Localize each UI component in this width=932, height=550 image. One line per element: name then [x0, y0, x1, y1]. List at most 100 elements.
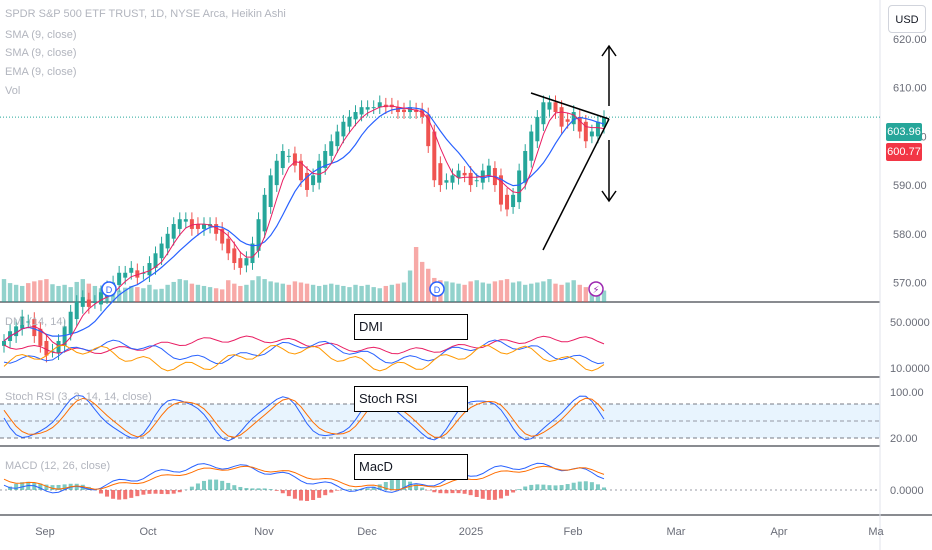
- macd-histogram-bar: [262, 488, 267, 490]
- dmi-pane-title[interactable]: DMI (14, 14): [5, 316, 67, 328]
- volume-bar: [219, 289, 225, 302]
- volume-bar: [547, 279, 552, 302]
- macd-histogram-bar: [141, 490, 146, 495]
- stoch-k-line: [3, 394, 605, 442]
- macd-histogram-bar: [123, 490, 128, 500]
- candle: [202, 224, 206, 229]
- volume-bar: [171, 281, 176, 302]
- volume-bar: [492, 281, 498, 302]
- pane-tick-label: 20.00: [890, 433, 918, 445]
- macd-histogram-bar: [377, 484, 382, 490]
- volume-bar: [395, 283, 401, 302]
- macd-histogram-bar: [44, 484, 49, 490]
- volume-bar: [250, 280, 255, 302]
- volume-bar: [165, 284, 170, 302]
- candle: [602, 117, 606, 127]
- arrow-up-head: [601, 44, 617, 57]
- last-price-tag: 603.96: [886, 123, 922, 141]
- volume-bar: [268, 281, 273, 302]
- pane-tick-label: 100.00: [890, 387, 924, 399]
- volume-bar: [377, 288, 382, 302]
- candle: [262, 194, 267, 232]
- price-axis: 570.00580.00590.00600.00610.00620.0050.0…: [890, 34, 930, 497]
- time-tick-label: Sep: [35, 526, 55, 538]
- arrow-down-head: [601, 190, 617, 203]
- volume-bar: [153, 289, 158, 302]
- pane-tick-label: 10.0000: [890, 363, 930, 375]
- candle: [432, 131, 437, 181]
- trend-line-upper: [530, 92, 610, 120]
- volume-bar: [474, 280, 479, 302]
- volume-bar: [147, 284, 152, 302]
- macd-histogram-bar: [280, 490, 285, 494]
- candle: [86, 299, 91, 307]
- lightning-icon: ⚡: [592, 285, 599, 296]
- volume-bar: [135, 287, 140, 302]
- indicator-sma-2[interactable]: SMA (9, close): [5, 47, 77, 59]
- macd-histogram-bar: [541, 484, 546, 490]
- volume-bar: [129, 285, 134, 302]
- volume-bar: [535, 282, 540, 302]
- candle: [244, 258, 249, 266]
- volume-bar: [7, 283, 13, 302]
- candle: [189, 219, 194, 229]
- indicator-panes: [0, 335, 880, 501]
- candle: [195, 224, 200, 229]
- currency-button[interactable]: USD: [888, 5, 926, 33]
- indicator-ema[interactable]: EMA (9, close): [5, 66, 77, 78]
- candle: [311, 175, 316, 186]
- volume-bar: [504, 279, 510, 302]
- stoch-annotation[interactable]: Stoch RSI: [354, 386, 468, 412]
- volume-bar: [498, 280, 504, 302]
- volume-bar: [450, 282, 455, 302]
- volume-bar: [419, 261, 425, 302]
- volume-bar: [516, 281, 522, 302]
- pane-tick-label: 0.0000: [890, 485, 924, 497]
- macd-histogram-bar: [529, 484, 534, 490]
- indicator-vol[interactable]: Vol: [5, 85, 21, 97]
- macd-histogram-bar: [486, 490, 491, 500]
- macd-histogram-bar: [595, 484, 600, 490]
- candle: [559, 107, 564, 127]
- candle: [232, 248, 237, 264]
- macd-pane-title[interactable]: MACD (12, 26, close): [5, 460, 111, 472]
- macd-histogram-bar: [208, 479, 213, 490]
- candle: [153, 253, 158, 268]
- dmi-annotation[interactable]: DMI: [354, 314, 468, 340]
- macd-histogram-bar: [414, 484, 419, 490]
- volume-bars: [1, 247, 607, 302]
- macd-histogram-bar: [20, 482, 25, 490]
- candle: [335, 131, 340, 147]
- macd-histogram-bar: [268, 489, 273, 490]
- macd-histogram-bar: [565, 484, 570, 490]
- volume-bar: [68, 287, 73, 302]
- candle: [165, 233, 170, 249]
- volume-bar: [341, 285, 346, 302]
- moving-averages: [3, 105, 605, 347]
- macd-histogram-bar: [298, 490, 303, 501]
- candle: [14, 326, 19, 337]
- pane-tick-label: 50.0000: [890, 317, 930, 329]
- macd-annotation[interactable]: MacD: [354, 454, 468, 480]
- dividend-badge-label: D: [106, 285, 113, 295]
- macd-signal-line: [3, 465, 605, 491]
- trend-line-lower: [542, 118, 610, 251]
- candle: [38, 328, 43, 346]
- volume-bar: [19, 285, 25, 302]
- macd-line: [3, 462, 605, 494]
- volume-bar: [141, 288, 146, 302]
- volume-bar: [323, 284, 328, 302]
- volume-bar: [559, 284, 564, 302]
- macd-histogram-bar: [602, 487, 606, 490]
- macd-histogram-bar: [195, 483, 200, 490]
- indicator-sma-1[interactable]: SMA (9, close): [5, 29, 77, 41]
- macd-histogram-bar: [535, 484, 540, 490]
- macd-histogram-bar: [286, 490, 291, 497]
- volume-bar: [413, 247, 419, 302]
- dividend-badge: [429, 281, 445, 297]
- stoch-pane-title[interactable]: Stoch RSI (3, 3, 14, 14, close): [5, 391, 152, 403]
- candle: [529, 131, 534, 161]
- volume-bar: [371, 287, 376, 302]
- macd-histogram-bar: [583, 481, 588, 490]
